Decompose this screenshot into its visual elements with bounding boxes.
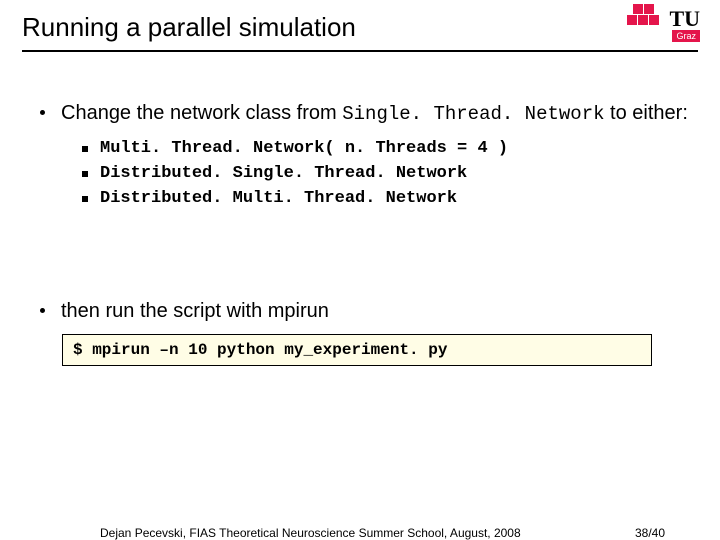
logo-tu-text: TU bbox=[669, 6, 700, 32]
sub-marker bbox=[82, 196, 88, 202]
header: Running a parallel simulation TU Graz bbox=[0, 0, 720, 58]
bullet-marker bbox=[40, 110, 45, 115]
code-box: $ mpirun –n 10 python my_experiment. py bbox=[62, 334, 652, 366]
sub-marker bbox=[82, 146, 88, 152]
sub-text-0: Multi. Thread. Network( n. Threads = 4 ) bbox=[100, 139, 508, 158]
sub-list: Multi. Thread. Network( n. Threads = 4 )… bbox=[82, 139, 698, 208]
bullet-text-2: then run the script with mpirun bbox=[61, 298, 329, 324]
slide-number: 38/40 bbox=[635, 526, 665, 540]
logo-icon bbox=[627, 4, 665, 34]
bullet-text-1: Change the network class from Single. Th… bbox=[61, 100, 688, 127]
bullet1-suffix: to either: bbox=[605, 102, 688, 124]
tu-graz-logo: TU Graz bbox=[627, 4, 700, 34]
bullet1-code: Single. Thread. Network bbox=[342, 103, 604, 125]
footer-text: Dejan Pecevski, FIAS Theoretical Neurosc… bbox=[100, 526, 521, 540]
bullet-item-1: Change the network class from Single. Th… bbox=[22, 100, 698, 127]
logo-graz-text: Graz bbox=[672, 30, 700, 42]
content-area: Change the network class from Single. Th… bbox=[22, 100, 698, 366]
sub-marker bbox=[82, 171, 88, 177]
bullet-marker bbox=[40, 308, 45, 313]
bullet-item-2: then run the script with mpirun bbox=[22, 298, 698, 324]
code-box-text: $ mpirun –n 10 python my_experiment. py bbox=[73, 341, 447, 359]
title-underline bbox=[22, 50, 698, 52]
slide-title: Running a parallel simulation bbox=[22, 12, 356, 43]
sub-text-1: Distributed. Single. Thread. Network bbox=[100, 164, 467, 183]
sub-text-2: Distributed. Multi. Thread. Network bbox=[100, 189, 457, 208]
sub-item: Multi. Thread. Network( n. Threads = 4 ) bbox=[82, 139, 698, 158]
sub-item: Distributed. Single. Thread. Network bbox=[82, 164, 698, 183]
sub-item: Distributed. Multi. Thread. Network bbox=[82, 189, 698, 208]
bullet1-prefix: Change the network class from bbox=[61, 102, 342, 124]
